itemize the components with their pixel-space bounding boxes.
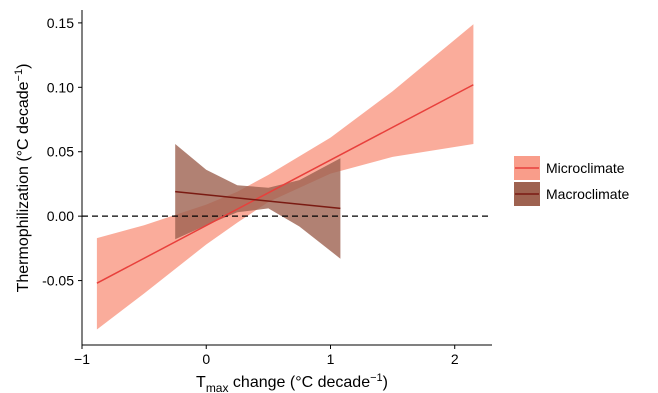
- confidence-bands: [96, 24, 474, 330]
- x-axis-title-prefix: T: [196, 374, 206, 391]
- fit-line-microclimate: [96, 84, 474, 284]
- band-macroclimate: [175, 144, 341, 259]
- x-tick-label: 0: [202, 351, 210, 367]
- x-tick-label: 2: [451, 351, 459, 367]
- x-axis-title-subscript: max: [206, 381, 229, 393]
- x-axis-title: Tmax change (°C decade−1): [196, 372, 388, 393]
- x-tick-label: −1: [74, 351, 90, 367]
- fit-lines: [96, 84, 474, 284]
- x-axis-title-superscript: −1: [370, 372, 383, 384]
- y-axis-title-suffix: ): [15, 64, 32, 69]
- band-microclimate: [96, 24, 474, 330]
- legend-label-macroclimate: Macroclimate: [546, 186, 629, 202]
- y-tick-label: 0.10: [47, 79, 74, 95]
- x-tick-label: 1: [327, 351, 335, 367]
- y-tick-label: 0.00: [47, 208, 74, 224]
- y-tick-label: -0.05: [42, 273, 74, 289]
- axes: [81, 10, 492, 346]
- legend-label-microclimate: Microclimate: [546, 160, 625, 176]
- y-tick-label: 0.15: [47, 15, 74, 31]
- y-axis-title: Thermophilization (°C decade−1): [13, 64, 32, 293]
- y-axis-title-text: Thermophilization (°C decade: [15, 81, 32, 292]
- legend: Microclimate Macroclimate: [514, 156, 629, 206]
- y-axis-title-superscript: −1: [13, 69, 25, 82]
- x-axis-title-text: change (°C decade: [228, 374, 370, 391]
- fit-line-macroclimate: [175, 190, 341, 210]
- x-axis-title-suffix: ): [383, 374, 388, 391]
- ticks: −1 0 1 2 -0.05 0.00 0.05 0.10 0.15: [42, 15, 459, 367]
- y-tick-label: 0.05: [47, 144, 74, 160]
